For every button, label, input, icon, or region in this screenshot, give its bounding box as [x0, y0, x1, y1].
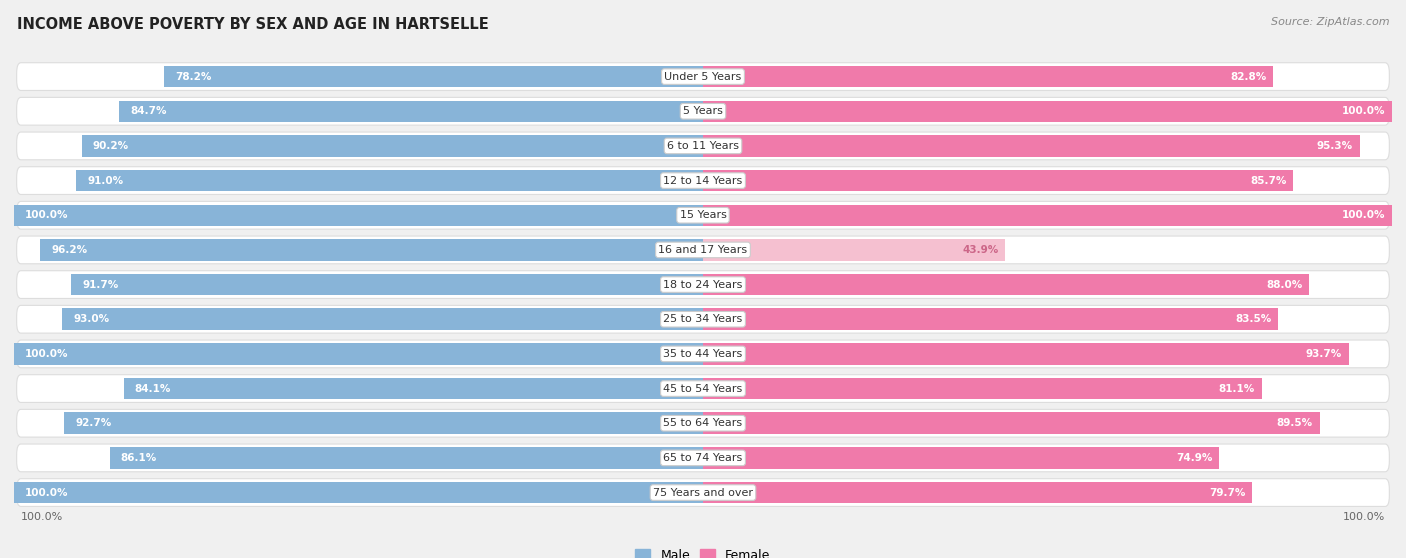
Text: 18 to 24 Years: 18 to 24 Years — [664, 280, 742, 290]
Text: 43.9%: 43.9% — [962, 245, 998, 255]
Text: 100.0%: 100.0% — [25, 488, 69, 498]
Text: 84.7%: 84.7% — [131, 106, 167, 116]
Bar — [14, 205, 703, 226]
Text: 100.0%: 100.0% — [1341, 106, 1385, 116]
FancyBboxPatch shape — [17, 444, 1389, 472]
Text: 91.7%: 91.7% — [83, 280, 118, 290]
Text: 100.0%: 100.0% — [25, 210, 69, 220]
Bar — [703, 239, 1005, 261]
Text: 88.0%: 88.0% — [1267, 280, 1302, 290]
Text: 83.5%: 83.5% — [1234, 314, 1271, 324]
Text: INCOME ABOVE POVERTY BY SEX AND AGE IN HARTSELLE: INCOME ABOVE POVERTY BY SEX AND AGE IN H… — [17, 17, 489, 32]
Bar — [703, 378, 1261, 400]
Bar — [41, 239, 703, 261]
Bar — [110, 447, 703, 469]
Text: 74.9%: 74.9% — [1175, 453, 1212, 463]
Bar — [124, 378, 703, 400]
FancyBboxPatch shape — [17, 132, 1389, 160]
Text: 96.2%: 96.2% — [51, 245, 87, 255]
Text: 35 to 44 Years: 35 to 44 Years — [664, 349, 742, 359]
Text: 15 Years: 15 Years — [679, 210, 727, 220]
Text: 100.0%: 100.0% — [25, 349, 69, 359]
FancyBboxPatch shape — [17, 305, 1389, 333]
FancyBboxPatch shape — [17, 410, 1389, 437]
Bar — [82, 135, 703, 157]
Bar — [703, 447, 1219, 469]
Text: 100.0%: 100.0% — [1343, 512, 1385, 522]
Bar — [703, 170, 1294, 191]
Text: 90.2%: 90.2% — [93, 141, 129, 151]
Text: 81.1%: 81.1% — [1219, 383, 1254, 393]
Bar — [703, 66, 1274, 88]
FancyBboxPatch shape — [17, 167, 1389, 194]
Bar — [703, 343, 1348, 365]
Text: 95.3%: 95.3% — [1316, 141, 1353, 151]
Text: 91.0%: 91.0% — [87, 176, 124, 186]
FancyBboxPatch shape — [17, 62, 1389, 90]
Bar — [703, 100, 1392, 122]
Text: 16 and 17 Years: 16 and 17 Years — [658, 245, 748, 255]
Text: 75 Years and over: 75 Years and over — [652, 488, 754, 498]
Text: 93.7%: 93.7% — [1305, 349, 1341, 359]
Text: 84.1%: 84.1% — [135, 383, 172, 393]
Bar — [703, 135, 1360, 157]
Bar — [703, 274, 1309, 295]
Bar — [62, 309, 703, 330]
Text: 86.1%: 86.1% — [121, 453, 157, 463]
FancyBboxPatch shape — [17, 236, 1389, 264]
Text: 25 to 34 Years: 25 to 34 Years — [664, 314, 742, 324]
Bar — [703, 309, 1278, 330]
Text: 100.0%: 100.0% — [21, 512, 63, 522]
FancyBboxPatch shape — [17, 98, 1389, 125]
Text: 79.7%: 79.7% — [1209, 488, 1246, 498]
Bar — [703, 412, 1320, 434]
Text: 55 to 64 Years: 55 to 64 Years — [664, 418, 742, 428]
Bar — [72, 274, 703, 295]
FancyBboxPatch shape — [17, 375, 1389, 402]
Text: 93.0%: 93.0% — [73, 314, 110, 324]
Text: 6 to 11 Years: 6 to 11 Years — [666, 141, 740, 151]
Text: 92.7%: 92.7% — [76, 418, 111, 428]
FancyBboxPatch shape — [17, 340, 1389, 368]
Bar — [703, 482, 1253, 503]
Bar — [65, 412, 703, 434]
Bar — [120, 100, 703, 122]
Text: 45 to 54 Years: 45 to 54 Years — [664, 383, 742, 393]
Bar — [165, 66, 703, 88]
Text: 100.0%: 100.0% — [1341, 210, 1385, 220]
Legend: Male, Female: Male, Female — [630, 543, 776, 558]
Text: Under 5 Years: Under 5 Years — [665, 71, 741, 81]
Bar — [14, 482, 703, 503]
FancyBboxPatch shape — [17, 201, 1389, 229]
Bar — [14, 343, 703, 365]
Bar — [76, 170, 703, 191]
FancyBboxPatch shape — [17, 479, 1389, 507]
Text: 5 Years: 5 Years — [683, 106, 723, 116]
FancyBboxPatch shape — [17, 271, 1389, 299]
Text: 65 to 74 Years: 65 to 74 Years — [664, 453, 742, 463]
Text: 85.7%: 85.7% — [1250, 176, 1286, 186]
Text: 89.5%: 89.5% — [1277, 418, 1313, 428]
Text: 12 to 14 Years: 12 to 14 Years — [664, 176, 742, 186]
Bar — [703, 205, 1392, 226]
Text: 82.8%: 82.8% — [1230, 71, 1267, 81]
Text: 78.2%: 78.2% — [176, 71, 212, 81]
Text: Source: ZipAtlas.com: Source: ZipAtlas.com — [1271, 17, 1389, 27]
